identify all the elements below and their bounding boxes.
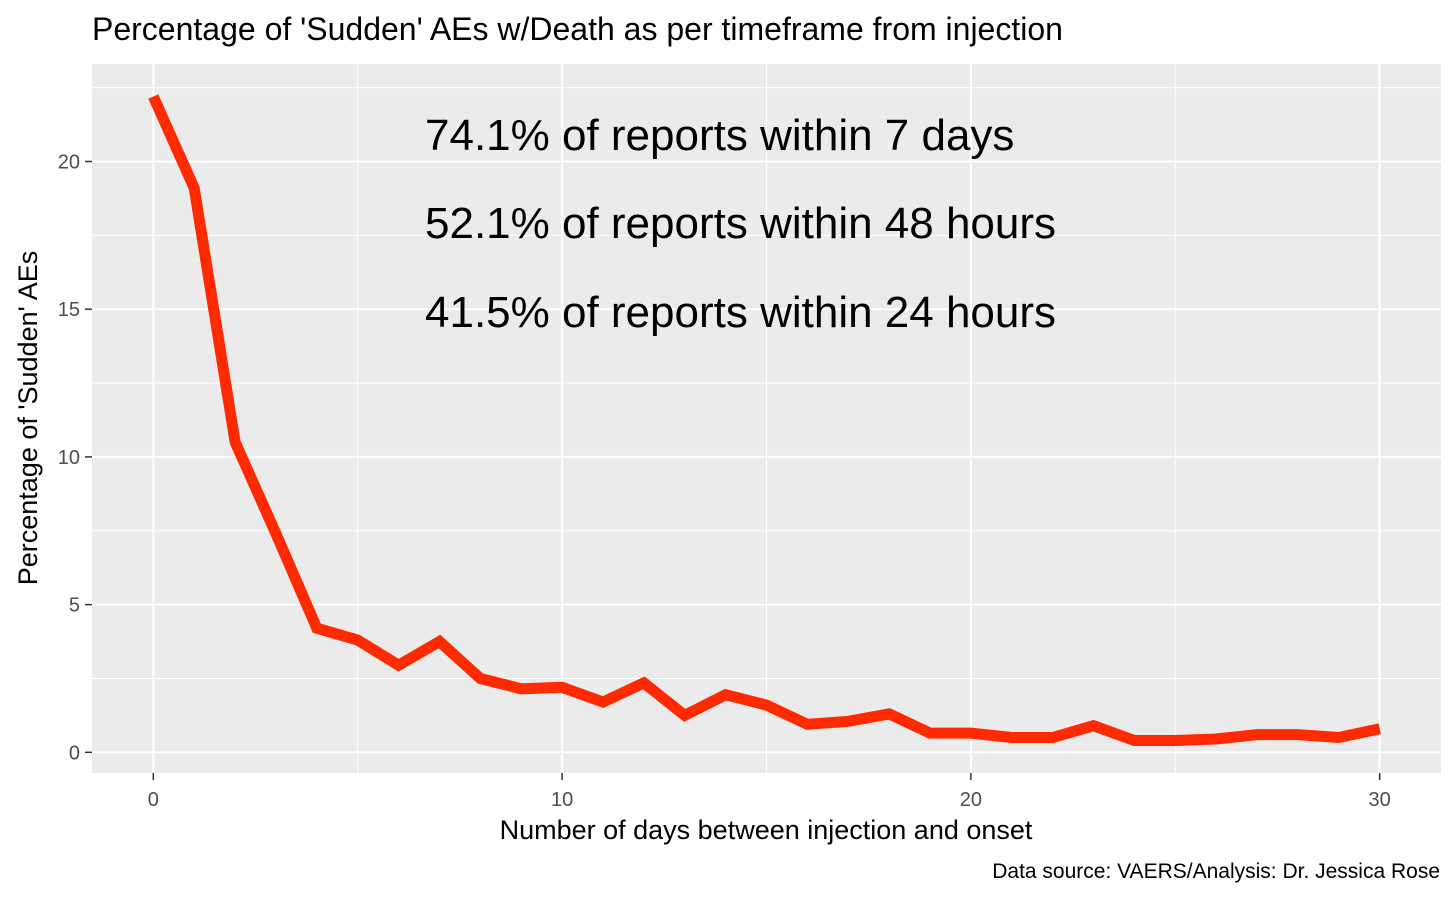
y-tick-label: 15	[58, 299, 80, 321]
x-tick-label: 30	[1369, 789, 1391, 811]
grid-lines	[92, 64, 1441, 773]
annotation-text: 52.1% of reports within 48 hours	[425, 199, 1056, 248]
annotation-text: 74.1% of reports within 7 days	[425, 111, 1014, 160]
y-axis: 0 5 10 15 20	[58, 151, 92, 764]
chart-title: Percentage of 'Sudden' AEs w/Death as pe…	[92, 11, 1063, 47]
x-tick-label: 20	[960, 789, 982, 811]
x-axis: 0 10 20 30	[148, 773, 1391, 811]
x-tick-label: 10	[551, 789, 573, 811]
y-axis-title: Percentage of 'Sudden' AEs	[13, 251, 43, 586]
y-tick-label: 20	[58, 151, 80, 173]
annotations: 74.1% of reports within 7 days 52.1% of r…	[425, 111, 1056, 337]
series-layer	[148, 94, 1381, 746]
chart-caption: Data source: VAERS/Analysis: Dr. Jessica…	[992, 860, 1440, 883]
y-tick-label: 0	[69, 742, 80, 764]
x-tick-label: 0	[148, 789, 159, 811]
series-line	[148, 94, 1381, 746]
x-axis-title: Number of days between injection and ons…	[500, 815, 1033, 845]
annotation-text: 41.5% of reports within 24 hours	[425, 288, 1056, 337]
y-tick-label: 5	[69, 595, 80, 617]
y-tick-label: 10	[58, 447, 80, 469]
